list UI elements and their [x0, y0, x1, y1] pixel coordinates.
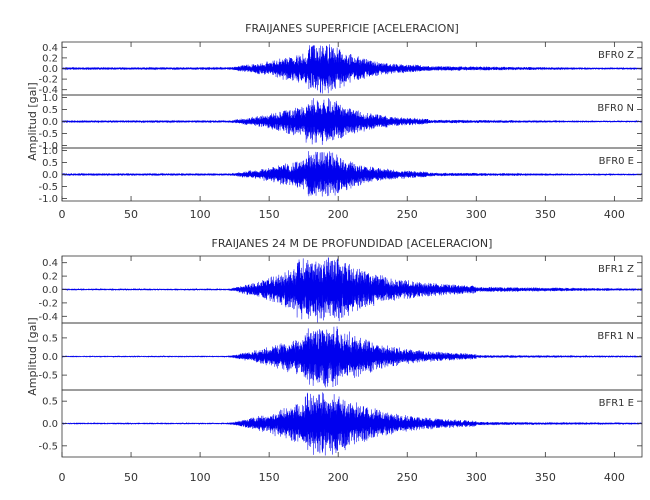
x-tick-label: 0: [59, 208, 66, 221]
x-tick-label: 100: [190, 471, 211, 484]
chart-title: FRAIJANES SUPERFICIE [ACELERACION]: [245, 22, 459, 35]
waveform-trace: [61, 98, 643, 145]
component-label: BFR0 Z: [598, 50, 634, 61]
waveform-trace: [61, 44, 643, 94]
x-tick-label: 50: [124, 471, 138, 484]
y-tick-label: 0.4: [42, 43, 58, 54]
chart-surface: FRAIJANES SUPERFICIE [ACELERACION] Amplit…: [26, 22, 643, 221]
x-tick-label: 250: [397, 208, 418, 221]
y-tick-label: -0.2: [38, 298, 58, 309]
y-axis-label: Amplitud [gal]: [26, 317, 39, 395]
y-tick-label: -0.4: [38, 312, 58, 323]
y-tick-label: 0.2: [42, 272, 58, 283]
x-tick-label: 0: [59, 471, 66, 484]
y-tick-label: -0.2: [38, 75, 58, 86]
component-label: BFR1 Z: [598, 264, 634, 275]
y-axis-label: Amplitud [gal]: [26, 82, 39, 160]
x-tick-label: 300: [466, 471, 487, 484]
x-tick-label: 150: [259, 471, 280, 484]
waveform-trace: [61, 257, 643, 323]
y-tick-label: 0.0: [42, 285, 58, 296]
x-tick-label: 150: [259, 208, 280, 221]
y-tick-label: 0.0: [42, 64, 58, 75]
y-tick-label: -0.4: [38, 85, 58, 96]
x-tick-label: 400: [604, 208, 625, 221]
y-tick-label: 0.0: [42, 117, 58, 128]
y-tick-label: 0.5: [42, 158, 58, 169]
y-tick-label: 0.5: [42, 333, 58, 344]
y-tick-label: -1.0: [38, 141, 58, 152]
y-tick-label: 0.0: [42, 419, 58, 430]
trace-panel: 1.00.50.0-0.5-1.0 BFR0 E: [38, 146, 643, 205]
x-tick-label: 250: [397, 471, 418, 484]
x-tick-label: 50: [124, 208, 138, 221]
y-tick-label: 0.4: [42, 258, 58, 269]
y-tick-label: 1.0: [42, 93, 58, 104]
x-tick-label: 350: [535, 471, 556, 484]
trace-panel: 0.5 0.0 -0.5 BFR1 E: [38, 389, 643, 458]
y-tick-label: 1.0: [42, 146, 58, 157]
x-tick-label: 350: [535, 208, 556, 221]
y-tick-label: -0.5: [38, 182, 58, 193]
x-tick-label: 100: [190, 208, 211, 221]
y-tick-label: -0.5: [38, 371, 58, 382]
component-label: BFR1 E: [599, 398, 634, 409]
x-tick-label: 400: [604, 471, 625, 484]
waveform-trace: [61, 392, 643, 456]
chart-title: FRAIJANES 24 M DE PROFUNDIDAD [ACELERACI…: [212, 237, 493, 250]
component-label: BFR0 N: [597, 103, 634, 114]
component-label: BFR0 E: [599, 156, 634, 167]
y-tick-label: -0.5: [38, 129, 58, 140]
trace-panel: 0.40.20.0-0.2-0.4 BFR0 Z: [38, 41, 643, 96]
y-tick-label: 0.5: [42, 397, 58, 408]
trace-panel: 1.00.50.0-0.5-1.0 BFR0 N: [38, 93, 643, 152]
x-tick-label: 200: [328, 471, 349, 484]
y-tick-label: 0.0: [42, 170, 58, 181]
trace-panel: 0.5 0.0 -0.5 BFR1 N: [38, 322, 643, 391]
y-tick-label: -1.0: [38, 194, 58, 205]
y-tick-label: 0.5: [42, 105, 58, 116]
x-tick-label: 200: [328, 208, 349, 221]
chart-depth-24m: FRAIJANES 24 M DE PROFUNDIDAD [ACELERACI…: [26, 237, 643, 484]
y-tick-label: 0.2: [42, 53, 58, 64]
y-tick-label: -0.5: [38, 441, 58, 452]
trace-panel: 0.4 0.2 0.0 -0.2 -0.4 BFR1 Z: [38, 255, 643, 324]
y-tick-label: 0.0: [42, 352, 58, 363]
component-label: BFR1 N: [597, 331, 634, 342]
waveform-trace: [61, 326, 643, 388]
x-tick-label: 300: [466, 208, 487, 221]
waveform-trace: [61, 151, 643, 197]
